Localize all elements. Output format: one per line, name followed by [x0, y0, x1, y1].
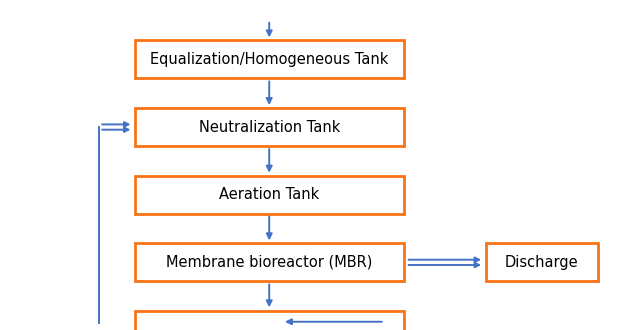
Text: Aeration Tank: Aeration Tank	[219, 187, 319, 202]
FancyBboxPatch shape	[135, 41, 404, 79]
Text: Equalization/Homogeneous Tank: Equalization/Homogeneous Tank	[150, 52, 388, 67]
FancyBboxPatch shape	[135, 244, 404, 281]
Text: Membrane bioreactor (MBR): Membrane bioreactor (MBR)	[166, 255, 372, 270]
FancyBboxPatch shape	[486, 244, 597, 281]
FancyBboxPatch shape	[135, 108, 404, 146]
Text: Neutralization Tank: Neutralization Tank	[199, 119, 340, 135]
Text: Discharge: Discharge	[505, 255, 578, 270]
FancyBboxPatch shape	[135, 311, 404, 330]
FancyBboxPatch shape	[135, 176, 404, 214]
